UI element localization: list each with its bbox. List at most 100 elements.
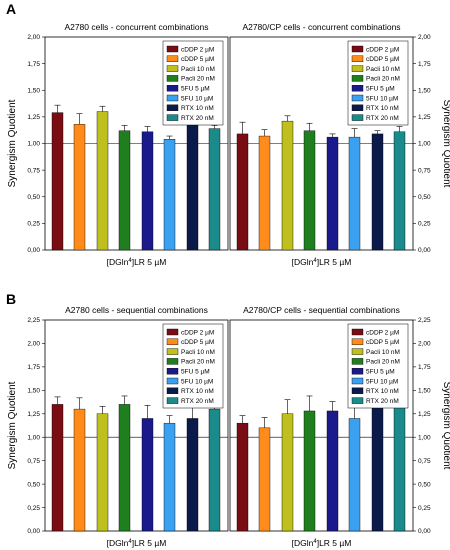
y-tick-label: 1,00 xyxy=(27,434,40,441)
y-axis-label: Synergism Quotient xyxy=(441,382,450,470)
y-tick-label: 1,00 xyxy=(27,141,40,148)
bar xyxy=(163,422,176,532)
y-tick-label: 1,75 xyxy=(27,61,40,68)
plot-frame xyxy=(44,319,229,532)
bar xyxy=(51,112,64,251)
y-tick-label: 1,50 xyxy=(27,87,40,94)
chart-title: A2780/CP cells - sequential combinations xyxy=(243,305,400,315)
legend-swatch xyxy=(351,84,364,92)
y-tick-label: 1,50 xyxy=(418,87,431,94)
legend-label: 5FU 5 µM xyxy=(366,86,395,93)
bar xyxy=(258,135,271,251)
bar xyxy=(393,395,406,532)
legend-label: 5FU 10 µM xyxy=(181,95,213,102)
y-tick-label: 0,75 xyxy=(418,167,431,174)
legend-label: cDDP 2 µM xyxy=(181,329,214,336)
legend-swatch xyxy=(351,368,364,375)
legend-label: RTX 10 nM xyxy=(366,105,399,112)
y-axis-label: Synergism Quotient xyxy=(441,100,450,188)
legend-swatch xyxy=(351,114,364,121)
bar xyxy=(163,139,176,251)
bar xyxy=(281,120,294,251)
bar xyxy=(208,408,221,532)
legend-label: 5FU 10 µM xyxy=(366,95,398,102)
legend-label: RTX 10 nM xyxy=(181,388,214,395)
legend-label: RTX 20 nM xyxy=(181,398,214,405)
legend-label: cDDP 2 µM xyxy=(181,46,214,53)
legend-swatch xyxy=(351,387,364,394)
bar xyxy=(236,133,249,251)
chart-title: A2780/CP cells - concurrent combinations xyxy=(242,22,400,32)
panel-letter-b: B xyxy=(6,291,16,307)
bar xyxy=(303,410,316,532)
chart-panel-4: A2780/CP cells - sequential combinations… xyxy=(229,305,450,548)
bar xyxy=(73,124,86,251)
y-tick-label: 1,00 xyxy=(418,141,431,148)
legend-label: 5FU 5 µM xyxy=(181,369,210,376)
y-tick-label: 2,00 xyxy=(27,34,40,41)
legend-swatch xyxy=(166,387,179,394)
legend-swatch xyxy=(351,377,364,385)
legend-box xyxy=(162,40,224,126)
bar xyxy=(118,404,131,532)
y-tick-label: 0,25 xyxy=(27,221,40,228)
legend-label: 5FU 5 µM xyxy=(366,369,395,376)
y-tick-label: 0,00 xyxy=(27,247,40,254)
legend-label: Pacli 10 nM xyxy=(181,66,215,73)
chart-panel-2: A2780/CP cells - concurrent combinations… xyxy=(229,22,450,267)
legend-swatch xyxy=(351,104,364,112)
bar xyxy=(393,131,406,251)
legend-label: 5FU 10 µM xyxy=(366,378,398,385)
legend-label: Pacli 10 nM xyxy=(366,66,400,73)
legend-swatch xyxy=(166,55,179,62)
legend-label: RTX 10 nM xyxy=(366,388,399,395)
legend-label: 5FU 10 µM xyxy=(181,378,213,385)
legend-swatch xyxy=(166,377,179,385)
bar xyxy=(348,136,361,251)
y-tick-label: 0,25 xyxy=(418,221,431,228)
legend-label: Pacli 20 nM xyxy=(366,76,400,83)
chart-title: A2780 cells - sequential combinations xyxy=(65,305,208,315)
bar xyxy=(141,418,154,532)
bar xyxy=(258,427,271,532)
legend-swatch xyxy=(166,94,179,102)
legend-label: RTX 20 nM xyxy=(181,115,214,122)
bar xyxy=(186,123,199,251)
legend-swatch xyxy=(351,358,364,365)
legend-label: RTX 10 nM xyxy=(181,105,214,112)
y-tick-label: 1,25 xyxy=(418,114,431,121)
panel-letter-a: A xyxy=(6,1,16,17)
y-tick-label: 1,50 xyxy=(418,388,431,395)
legend-box xyxy=(347,40,409,126)
bar xyxy=(326,136,339,251)
legend-label: Pacli 10 nM xyxy=(181,349,215,356)
legend-label: Pacli 20 nM xyxy=(366,359,400,366)
plot-frame xyxy=(229,319,414,532)
legend-label: 5FU 5 µM xyxy=(181,86,210,93)
bar xyxy=(96,413,109,532)
bar xyxy=(118,130,131,251)
x-axis-label: [DGln4]LR 5 µM xyxy=(107,538,167,548)
y-tick-label: 2,25 xyxy=(418,317,431,324)
bar xyxy=(51,404,64,532)
legend-label: cDDP 5 µM xyxy=(366,339,399,346)
bar xyxy=(371,133,384,251)
y-tick-label: 0,00 xyxy=(27,528,40,535)
legend-swatch xyxy=(351,348,364,355)
legend-swatch xyxy=(166,338,179,345)
y-tick-label: 2,25 xyxy=(27,317,40,324)
chart-panel-1: A2780 cells - concurrent combinations 0,0… xyxy=(7,22,229,267)
legend-swatch xyxy=(166,328,179,336)
legend-swatch xyxy=(166,45,179,53)
y-tick-label: 1,75 xyxy=(418,364,431,371)
legend-swatch xyxy=(166,358,179,365)
y-tick-label: 1,75 xyxy=(418,61,431,68)
y-tick-label: 0,50 xyxy=(418,481,431,488)
y-tick-label: 0,50 xyxy=(27,481,40,488)
bar xyxy=(348,418,361,532)
charts-container: A2780 cells - concurrent combinations 0,0… xyxy=(7,22,450,548)
legend-label: cDDP 5 µM xyxy=(366,56,399,63)
legend-swatch xyxy=(351,45,364,53)
chart-panel-3: A2780 cells - sequential combinations 0,0… xyxy=(7,305,229,548)
legend-label: cDDP 5 µM xyxy=(181,339,214,346)
